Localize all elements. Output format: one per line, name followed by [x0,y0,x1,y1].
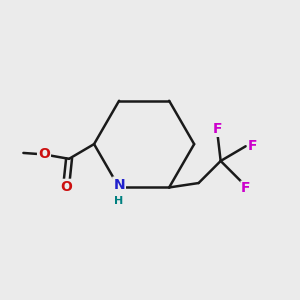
Text: H: H [115,196,124,206]
Text: F: F [213,122,223,136]
Text: O: O [38,147,50,161]
Text: N: N [113,178,125,191]
Text: F: F [241,181,250,195]
Text: O: O [60,180,72,194]
Text: F: F [248,139,257,153]
